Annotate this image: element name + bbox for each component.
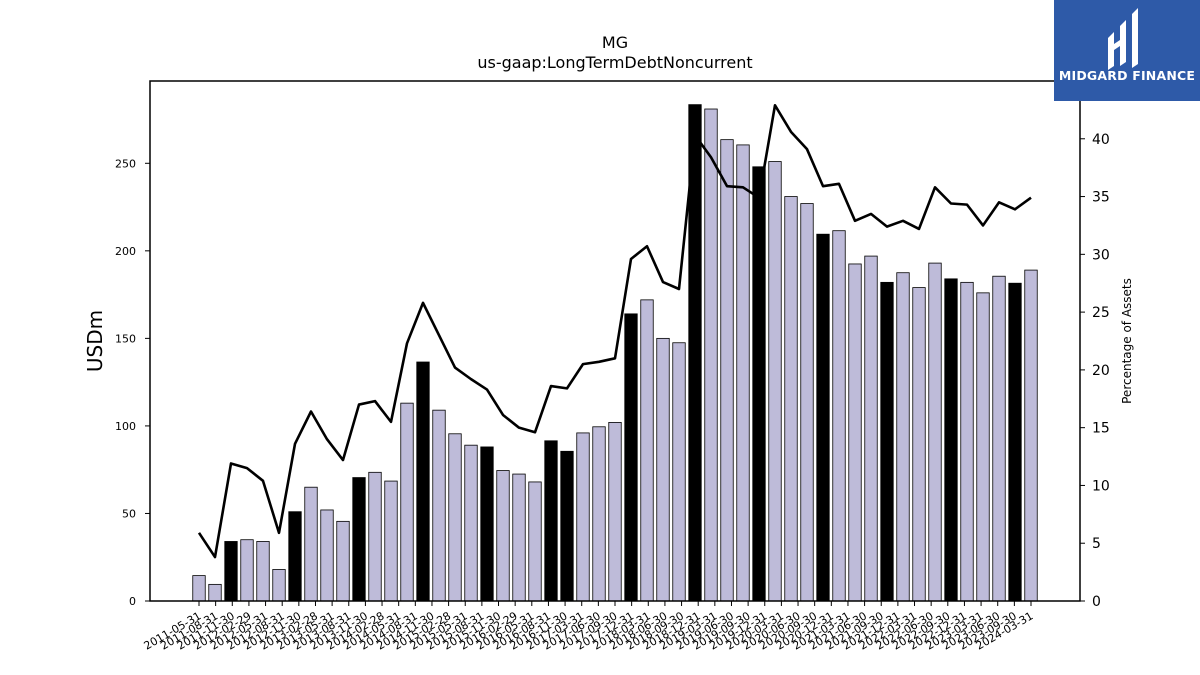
- bar: [624, 313, 638, 602]
- midgard-finance-logo: MIDGARD FINANCE: [1054, 0, 1200, 101]
- bar: [960, 281, 974, 602]
- bar: [784, 196, 798, 602]
- y-tick-label: 0: [129, 595, 136, 608]
- bar: [864, 255, 878, 602]
- bar: [512, 473, 526, 602]
- bar: [768, 161, 782, 602]
- bar: [816, 233, 830, 602]
- bar: [832, 230, 846, 602]
- y2-tick-label: 5: [1092, 536, 1101, 552]
- bar: [752, 166, 766, 602]
- y2-tick-label: 35: [1092, 190, 1110, 206]
- bar: [992, 275, 1006, 602]
- y2-tick-label: 25: [1092, 305, 1110, 321]
- bar: [400, 402, 414, 602]
- bar: [416, 361, 430, 602]
- logo-text: MIDGARD FINANCE: [1058, 68, 1196, 83]
- bar: [912, 287, 926, 602]
- bar: [240, 539, 254, 602]
- bar: [368, 471, 382, 602]
- y2-tick-label: 40: [1092, 132, 1110, 148]
- chart-subtitle: us-gaap:LongTermDebtNoncurrent: [477, 53, 752, 72]
- bar: [384, 480, 398, 602]
- y2-tick-label: 30: [1092, 247, 1110, 263]
- bar: [640, 299, 654, 602]
- bar: [736, 144, 750, 602]
- bar: [896, 272, 910, 602]
- bar: [432, 409, 446, 602]
- y-axis-label: USDm: [83, 310, 107, 372]
- y-tick-label: 150: [115, 332, 136, 345]
- bar: [608, 422, 622, 602]
- bar: [192, 575, 206, 602]
- bar: [272, 569, 286, 602]
- y2-axis-label: Percentage of Assets: [1120, 278, 1134, 404]
- y-tick-label: 200: [115, 245, 136, 258]
- bar: [336, 520, 350, 602]
- y2-tick-label: 15: [1092, 421, 1110, 437]
- bar: [928, 262, 942, 602]
- bar: [304, 486, 318, 602]
- bar: [528, 481, 542, 602]
- bar: [576, 432, 590, 602]
- assets-percentage-line: [197, 103, 1032, 559]
- y2-tick-label: 10: [1092, 478, 1110, 494]
- bar: [656, 337, 670, 602]
- bar: [704, 108, 718, 602]
- chart-title: MG: [602, 33, 628, 52]
- bar: [560, 450, 574, 602]
- bar: [208, 583, 222, 602]
- bar: [352, 477, 366, 602]
- bar: [288, 511, 302, 602]
- bar: [976, 292, 990, 602]
- bar: [672, 342, 686, 602]
- y2-tick-label: 20: [1092, 363, 1110, 379]
- bar: [464, 444, 478, 602]
- y-tick-label: 50: [122, 507, 136, 520]
- bar: [448, 433, 462, 602]
- bar: [480, 446, 494, 602]
- bar: [592, 426, 606, 602]
- bar: [320, 509, 334, 602]
- bar: [800, 203, 814, 602]
- bar: [848, 263, 862, 602]
- y-tick-label: 100: [115, 420, 136, 433]
- bar: [256, 541, 270, 602]
- midgard-logo-icon: [1108, 8, 1138, 70]
- bar: [544, 440, 558, 602]
- bar: [944, 278, 958, 602]
- y-tick-label: 250: [115, 157, 136, 170]
- bar: [880, 281, 894, 602]
- bar: [224, 541, 238, 602]
- bar: [720, 139, 734, 602]
- bar: [1008, 282, 1022, 602]
- bar: [496, 470, 510, 602]
- bar: [1024, 269, 1038, 602]
- y2-tick-label: 0: [1092, 594, 1101, 610]
